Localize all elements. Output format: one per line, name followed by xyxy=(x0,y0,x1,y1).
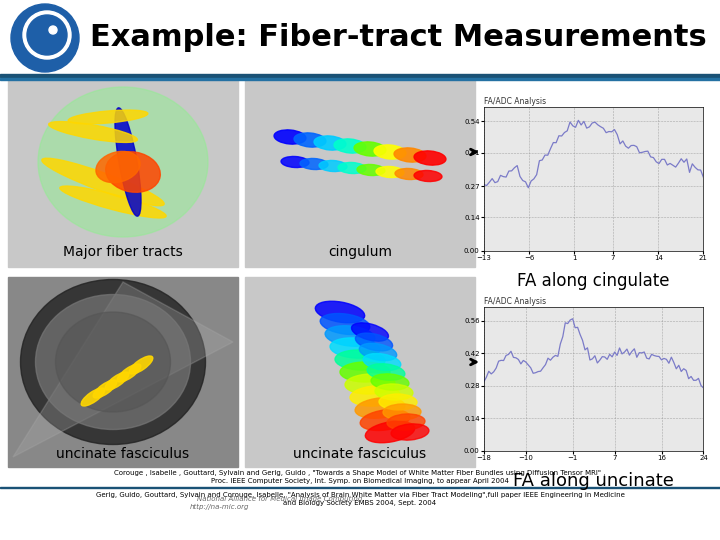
Ellipse shape xyxy=(42,158,164,206)
Ellipse shape xyxy=(340,362,390,382)
Text: Proc. IEEE Computer Society, Int. Symp. on Biomedical Imaging, to appear April 2: Proc. IEEE Computer Society, Int. Symp. … xyxy=(211,478,509,484)
Ellipse shape xyxy=(38,87,208,237)
Ellipse shape xyxy=(315,301,365,323)
Text: uncinate fasciculus: uncinate fasciculus xyxy=(294,447,426,461)
Ellipse shape xyxy=(356,333,392,351)
Bar xyxy=(0,0,720,75)
Ellipse shape xyxy=(414,171,442,181)
Ellipse shape xyxy=(414,151,446,165)
Ellipse shape xyxy=(354,142,386,156)
Ellipse shape xyxy=(371,374,409,390)
Ellipse shape xyxy=(375,384,413,400)
Ellipse shape xyxy=(395,168,423,179)
Text: FA along uncinate: FA along uncinate xyxy=(513,472,674,490)
Ellipse shape xyxy=(355,398,405,419)
Ellipse shape xyxy=(325,326,375,346)
Ellipse shape xyxy=(294,133,326,147)
Ellipse shape xyxy=(387,414,425,430)
Text: FA/ADC Analysis: FA/ADC Analysis xyxy=(484,97,546,106)
Ellipse shape xyxy=(93,380,117,398)
Bar xyxy=(0,74,720,77)
Ellipse shape xyxy=(345,374,395,394)
Text: Example: Fiber-tract Measurements: Example: Fiber-tract Measurements xyxy=(90,24,707,52)
Bar xyxy=(0,487,720,488)
Ellipse shape xyxy=(338,163,366,173)
Ellipse shape xyxy=(60,186,166,218)
Bar xyxy=(8,277,238,467)
Bar xyxy=(245,277,475,467)
Ellipse shape xyxy=(357,165,385,176)
Ellipse shape xyxy=(274,130,306,144)
Ellipse shape xyxy=(379,394,417,410)
Text: cingulum: cingulum xyxy=(328,245,392,259)
Circle shape xyxy=(11,4,79,72)
Text: Corouge , Isabelle , Gouttard, Sylvain and Gerig, Guido , "Towards a Shape Model: Corouge , Isabelle , Gouttard, Sylvain a… xyxy=(114,470,606,476)
Ellipse shape xyxy=(363,354,401,370)
Text: and Biology Society EMBS 2004, Sept. 2004: and Biology Society EMBS 2004, Sept. 200… xyxy=(284,500,436,506)
Ellipse shape xyxy=(360,409,410,430)
Ellipse shape xyxy=(106,152,161,192)
Text: http://na-mic.org: http://na-mic.org xyxy=(190,504,250,510)
Ellipse shape xyxy=(49,122,138,143)
Ellipse shape xyxy=(391,424,429,440)
Ellipse shape xyxy=(115,108,141,216)
Text: FA/ADC Analysis: FA/ADC Analysis xyxy=(484,297,546,306)
Ellipse shape xyxy=(96,151,140,183)
Polygon shape xyxy=(13,282,233,457)
Ellipse shape xyxy=(81,388,105,406)
Text: FA along cingulate: FA along cingulate xyxy=(518,272,670,290)
Ellipse shape xyxy=(350,386,400,406)
Ellipse shape xyxy=(117,364,141,382)
Bar xyxy=(8,77,238,267)
Ellipse shape xyxy=(367,364,405,380)
Bar xyxy=(245,77,475,267)
Bar xyxy=(0,78,720,80)
Ellipse shape xyxy=(376,166,404,178)
Ellipse shape xyxy=(359,343,397,361)
Circle shape xyxy=(49,26,57,34)
Ellipse shape xyxy=(35,294,191,429)
Ellipse shape xyxy=(105,372,129,390)
Text: Gerig, Guido, Gouttard, Sylvain and Corouge, Isabelle, "Analysis of Brain White : Gerig, Guido, Gouttard, Sylvain and Coro… xyxy=(96,492,624,498)
Text: Major fiber tracts: Major fiber tracts xyxy=(63,245,183,259)
Ellipse shape xyxy=(383,404,421,420)
Circle shape xyxy=(27,15,67,55)
Ellipse shape xyxy=(351,323,389,341)
Ellipse shape xyxy=(55,312,171,412)
Circle shape xyxy=(23,11,71,59)
Text: uncinate fasciculus: uncinate fasciculus xyxy=(56,447,189,461)
Ellipse shape xyxy=(300,158,328,170)
Text: National Alliance for Medical Image Computing: National Alliance for Medical Image Comp… xyxy=(197,496,363,502)
Ellipse shape xyxy=(334,139,366,153)
Ellipse shape xyxy=(319,160,347,172)
Ellipse shape xyxy=(330,338,380,358)
Ellipse shape xyxy=(129,356,153,374)
Ellipse shape xyxy=(314,136,346,150)
Ellipse shape xyxy=(320,314,370,334)
Ellipse shape xyxy=(365,421,415,443)
Ellipse shape xyxy=(374,145,406,159)
Ellipse shape xyxy=(394,148,426,162)
Ellipse shape xyxy=(68,110,148,124)
Ellipse shape xyxy=(335,350,385,370)
Ellipse shape xyxy=(20,280,205,444)
Ellipse shape xyxy=(281,157,309,167)
